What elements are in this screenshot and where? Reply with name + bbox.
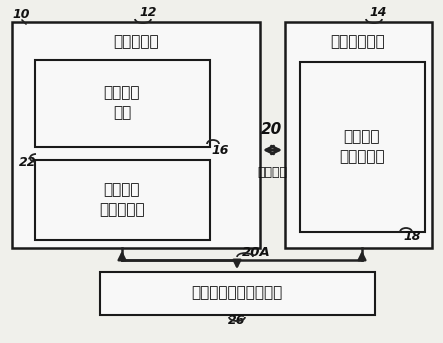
Bar [285, 22, 432, 248]
Bar [12, 22, 260, 248]
Text: 14: 14 [369, 5, 387, 19]
Text: 一或多个
存储器装置: 一或多个 存储器装置 [339, 130, 385, 164]
Text: 处理电路
系统: 处理电路 系统 [104, 86, 140, 120]
Text: 存储器子系统: 存储器子系统 [330, 35, 385, 49]
Text: 16: 16 [211, 143, 229, 156]
Text: 一或多个
处理器缓存: 一或多个 处理器缓存 [99, 182, 145, 217]
Text: 一或多个存储器控制器: 一或多个存储器控制器 [191, 285, 283, 300]
Text: 20: 20 [261, 122, 283, 138]
Bar [300, 62, 425, 232]
Text: 10: 10 [12, 8, 30, 21]
Text: 12: 12 [139, 5, 157, 19]
Text: 处理子系统: 处理子系统 [113, 35, 159, 49]
Bar [100, 272, 375, 315]
Bar [35, 60, 210, 147]
Text: 20A: 20A [241, 247, 270, 260]
Text: 18: 18 [403, 230, 421, 244]
Text: 22: 22 [19, 155, 37, 168]
Text: 系统总线: 系统总线 [257, 166, 287, 178]
Text: 26: 26 [228, 315, 246, 328]
Bar [35, 160, 210, 240]
